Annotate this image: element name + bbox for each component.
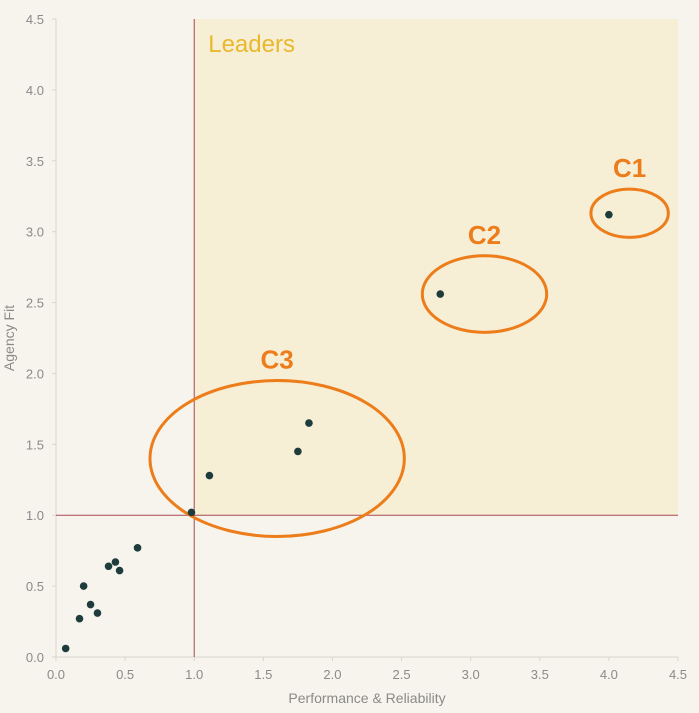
- y-tick-label: 4.5: [26, 12, 44, 27]
- y-tick-label: 1.0: [26, 508, 44, 523]
- data-point: [86, 600, 95, 609]
- data-point: [61, 644, 70, 653]
- cluster-c1-ellipse: [589, 187, 670, 239]
- data-point: [93, 609, 102, 617]
- x-tick-label: 0.5: [116, 667, 134, 682]
- cluster-c1-label: C1: [613, 153, 646, 183]
- y-tick-label: 0.0: [26, 650, 44, 665]
- data-point: [605, 210, 613, 219]
- leaders-label: Leaders: [208, 31, 295, 58]
- x-tick-label: 3.5: [531, 667, 549, 682]
- data-point: [187, 508, 196, 517]
- y-axis-title: Agency Fit: [1, 305, 17, 371]
- data-point: [294, 447, 302, 456]
- data-point: [79, 582, 88, 590]
- x-tick-label: 4.0: [600, 667, 618, 682]
- x-axis-title: Performance & Reliability: [288, 690, 445, 706]
- leaders-quadrant: [194, 19, 678, 516]
- y-tick-label: 4.0: [26, 83, 44, 98]
- data-point: [133, 544, 142, 552]
- x-tick-label: 1.0: [185, 667, 203, 682]
- x-tick-label: 3.0: [462, 667, 480, 682]
- y-tick-label: 1.5: [26, 437, 44, 452]
- y-tick-label: 2.5: [26, 296, 44, 311]
- y-tick-label: 3.5: [26, 154, 44, 169]
- data-point: [205, 471, 214, 480]
- data-point: [104, 562, 113, 571]
- x-tick-label: 2.0: [323, 667, 341, 682]
- cluster-c3-ellipse: [148, 379, 406, 538]
- data-point: [75, 614, 84, 623]
- data-point: [115, 566, 124, 575]
- y-tick-label: 3.0: [26, 225, 44, 240]
- data-point: [111, 558, 120, 566]
- x-tick-label: 2.5: [393, 667, 411, 682]
- x-tick-label: 1.5: [254, 667, 272, 682]
- cluster-c2-label: C2: [468, 220, 501, 250]
- data-point: [305, 419, 313, 427]
- data-point: [436, 290, 445, 298]
- y-tick-label: 0.5: [26, 579, 44, 594]
- x-tick-label: 4.5: [669, 667, 687, 682]
- cluster-c3-label: C3: [261, 345, 294, 375]
- y-tick-label: 2.0: [26, 366, 44, 381]
- x-tick-label: 0.0: [47, 667, 65, 682]
- cluster-c2-ellipse: [420, 254, 549, 334]
